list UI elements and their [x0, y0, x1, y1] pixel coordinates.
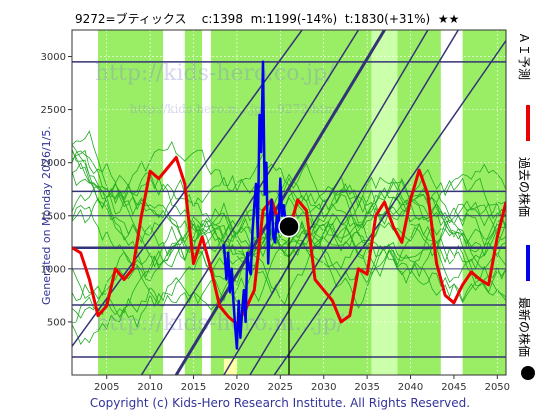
y-tick-label: 2000 — [41, 158, 66, 169]
generated-date-label: Generated on Monday 2026/1/5. — [40, 126, 53, 305]
trend-line — [140, 30, 360, 375]
legend-label: ＡＩ予測 — [517, 32, 531, 80]
trend-line — [223, 30, 429, 375]
y-tick-label: 3000 — [41, 52, 66, 63]
x-tick-label: 2010 — [137, 382, 162, 393]
background-band — [440, 30, 463, 375]
y-tick-label: 1500 — [41, 211, 66, 222]
x-tick-label: 2015 — [181, 382, 206, 393]
latest-price-point — [278, 215, 300, 238]
chart-header: 9272=ブティックス c:1398 m:1199(-14%) t:1830(+… — [75, 12, 460, 26]
copyright-footer: Copyright (c) Kids-Hero Research Institu… — [89, 396, 471, 410]
legend-label: 最新の株価 — [517, 297, 532, 357]
watermark-group: http://kids-hero.co.jp/http://kids-hero.… — [95, 61, 345, 336]
x-tick-label: 2040 — [398, 382, 423, 393]
background-band — [202, 30, 211, 375]
watermark-top: http://kids-hero.co.jp/ — [95, 61, 335, 86]
y-tick-label: 500 — [47, 317, 66, 328]
x-tick-label: 2035 — [354, 382, 379, 393]
scenario-line — [72, 171, 506, 278]
legend-item: ＡＩ予測 — [517, 32, 531, 141]
history-line — [222, 60, 287, 350]
scenario-line — [72, 144, 506, 266]
x-tick-label: 2005 — [94, 382, 119, 393]
yellow-band — [223, 359, 237, 375]
y-tick-label: 2500 — [41, 105, 66, 116]
background-band — [163, 30, 185, 375]
x-axis: 2005 2010 2015 2020 2025 2030 2035 2040 2045 2050 — [94, 375, 510, 393]
x-tick-label: 2030 — [311, 382, 336, 393]
legend-marker — [521, 366, 535, 380]
scenario-line — [72, 148, 506, 267]
trend-line — [249, 30, 459, 375]
background-band — [397, 30, 441, 375]
background-band — [98, 30, 164, 375]
watermark-bottom: http://kids-hero.m...jp/ — [95, 311, 345, 336]
x-tick-label: 2050 — [485, 382, 510, 393]
x-tick-label: 2020 — [224, 382, 249, 393]
x-tick-label: 2045 — [441, 382, 466, 393]
y-axis: 500 1000 1500 2000 2500 3000 — [41, 52, 72, 328]
y-tick-label: 1000 — [41, 264, 66, 275]
scenario-line — [72, 140, 506, 304]
trend-line — [273, 40, 506, 375]
x-tick-label: 2025 — [268, 382, 293, 393]
legend-label: 過去の株価 — [517, 157, 532, 217]
plot-area: http://kids-hero.co.jp/http://kids-hero.… — [72, 30, 506, 375]
legend-item: 過去の株価 — [517, 157, 532, 281]
plot-border — [71, 29, 507, 376]
watermark-mid: http://kids-hero.m...jp/...9272.html — [130, 102, 340, 116]
legend-item: 最新の株価 — [517, 297, 535, 380]
